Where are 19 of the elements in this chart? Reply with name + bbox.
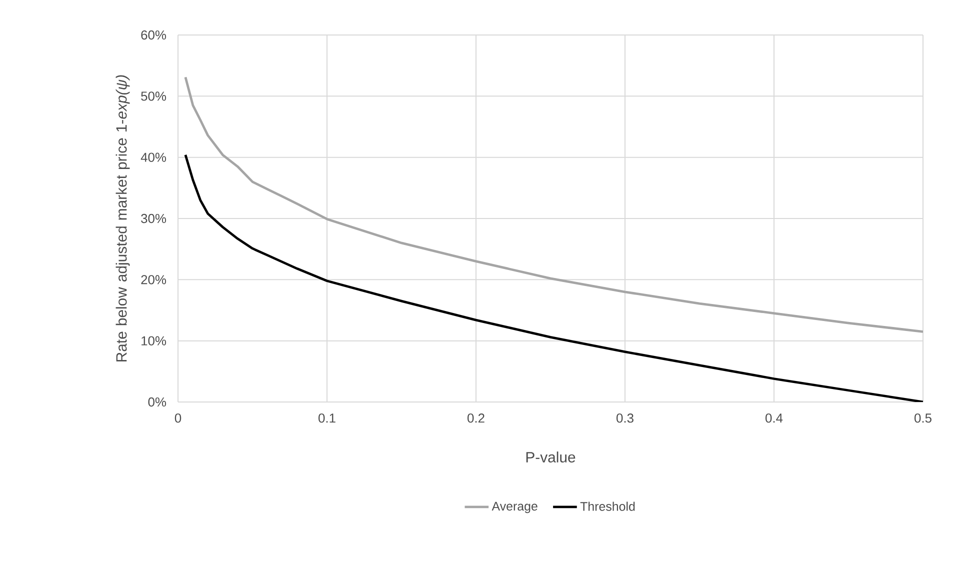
line-series — [184, 154, 924, 402]
legend-label: Average — [492, 502, 538, 514]
y-tick-label: 50% — [141, 92, 166, 101]
y-axis-title: Rate below adjusted market price 1-exp(ψ) — [116, 75, 130, 362]
y-tick-label: 40% — [140, 152, 166, 162]
line-series — [184, 76, 924, 333]
x-tick-label: 0.1 — [318, 414, 336, 423]
x-tick-label: 0 — [174, 414, 182, 423]
x-tick-label: 0.2 — [468, 414, 484, 423]
x-tick-label: 0.5 — [914, 414, 932, 423]
legend-label: Threshold — [580, 502, 635, 511]
y-tick-label: 30% — [141, 214, 166, 224]
x-tick-label: 0.3 — [616, 414, 634, 423]
y-tick-label: 0% — [148, 397, 166, 407]
y-tick-label: 20% — [141, 275, 166, 284]
y-tick-label: 10% — [142, 336, 166, 346]
x-axis-title: P-value — [526, 452, 576, 462]
x-tick-label: 0.4 — [766, 414, 783, 423]
y-tick-label: 60% — [141, 30, 166, 40]
